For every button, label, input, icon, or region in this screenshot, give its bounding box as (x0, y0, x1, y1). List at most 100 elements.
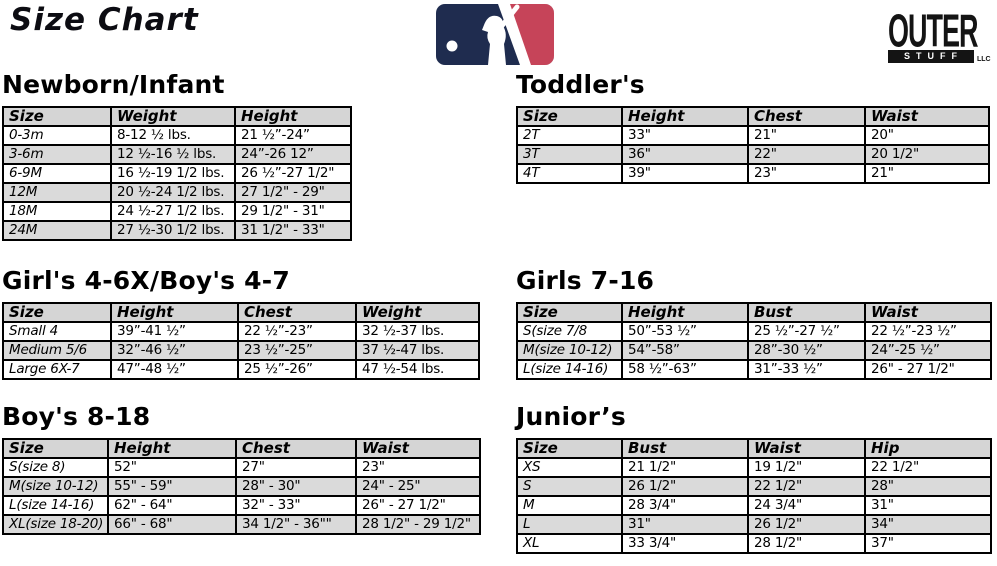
column-header: Weight (110, 106, 236, 127)
value-cell: 22 ½”-23” (237, 321, 357, 342)
value-cell: 24”-26 12” (234, 144, 352, 165)
size-cell: XS (516, 457, 623, 478)
column-header: Size (516, 106, 623, 127)
value-cell: 22 ½”-23 ½” (864, 321, 992, 342)
value-cell: 23" (355, 457, 481, 478)
value-cell: 24 3/4" (747, 495, 866, 516)
mlb-red-field (510, 4, 554, 65)
value-cell: 28 1/2" - 29 1/2" (355, 514, 481, 535)
value-cell: 36" (621, 144, 749, 165)
value-cell: 62" - 64" (107, 495, 237, 516)
size-cell: M(size 10-12) (516, 340, 623, 361)
column-header: Waist (355, 438, 481, 459)
column-header: Bust (621, 438, 749, 459)
header-row: Size Height Chest Weight (2, 302, 480, 323)
table-row: L(size 14-16) 58 ½”-63” 31”-33 ½” 26" - 27 … (516, 359, 992, 380)
column-header: Size (516, 438, 623, 459)
value-cell: 21" (747, 125, 866, 146)
section-title-boys-8-18: Boy's 8-18 (2, 402, 151, 431)
size-table-newborn-infant: Size Weight Height 0-3m 8-12 ½ lbs. 21 ½”-24”… (2, 106, 352, 241)
size-cell: 4T (516, 163, 623, 184)
value-cell: 54”-58” (621, 340, 749, 361)
value-cell: 21 ½”-24” (234, 125, 352, 146)
value-cell: 22" (747, 144, 866, 165)
value-cell: 25 ½”-26” (237, 359, 357, 380)
size-table-boys-8-18: Size Height Chest Waist S(size 8) 52" 27" 23" M(… (2, 438, 481, 535)
header-row: Size Weight Height (2, 106, 352, 127)
section-girls-7-16: Girls 7-16 Size Height Bust Waist S(size 7/8 5… (516, 266, 992, 380)
value-cell: 28" (864, 476, 992, 497)
size-cell: L (516, 514, 623, 535)
value-cell: 20" (864, 125, 990, 146)
value-cell: 55" - 59" (107, 476, 237, 497)
value-cell: 27 1/2" - 29" (234, 182, 352, 203)
size-cell: 6-9M (2, 163, 112, 184)
value-cell: 39" (621, 163, 749, 184)
value-cell: 26" - 27 1/2" (864, 359, 992, 380)
value-cell: 32" - 33" (235, 495, 357, 516)
size-cell: L(size 14-16) (516, 359, 623, 380)
value-cell: 33 3/4" (621, 533, 749, 554)
column-header: Waist (747, 438, 866, 459)
column-header: Hip (864, 438, 992, 459)
size-table-girls-4-6x-boys-4-7: Size Height Chest Weight Small 4 39”-41 ½” 22 … (2, 302, 480, 380)
section-juniors: Junior’s Size Bust Waist Hip XS 21 1/2" 19 1/2"… (516, 402, 992, 554)
column-header: Height (621, 106, 749, 127)
section-title-girls-4-6x-boys-4-7: Girl's 4-6X/Boy's 4-7 (2, 266, 290, 295)
value-cell: 16 ½-19 1/2 lbs. (110, 163, 236, 184)
table-row: XL(size 18-20) 66" - 68" 34 1/2" - 36"" 28 … (2, 514, 481, 535)
size-table-toddlers: Size Height Chest Waist 2T 33" 21" 20" 3T 36" 22" 2… (516, 106, 990, 184)
size-cell: 18M (2, 201, 112, 222)
value-cell: 50”-53 ½” (621, 321, 749, 342)
table-row: S 26 1/2" 22 1/2" 28" (516, 476, 992, 497)
table-row: L 31" 26 1/2" 34" (516, 514, 992, 535)
table-row: 0-3m 8-12 ½ lbs. 21 ½”-24” (2, 125, 352, 146)
column-header: Bust (747, 302, 866, 323)
value-cell: 31" (621, 514, 749, 535)
value-cell: 26 ½”-27 1/2" (234, 163, 352, 184)
table-row: XL 33 3/4" 28 1/2" 37" (516, 533, 992, 554)
size-cell: L(size 14-16) (2, 495, 109, 516)
value-cell: 21 1/2" (621, 457, 749, 478)
table-row: XS 21 1/2" 19 1/2" 22 1/2" (516, 457, 992, 478)
size-cell: 3T (516, 144, 623, 165)
value-cell: 31" (864, 495, 992, 516)
column-header: Size (2, 302, 112, 323)
column-header: Size (2, 106, 112, 127)
column-header: Waist (864, 302, 992, 323)
column-header: Chest (237, 302, 357, 323)
column-header: Size (516, 302, 623, 323)
value-cell: 24" - 25" (355, 476, 481, 497)
value-cell: 28 1/2" (747, 533, 866, 554)
value-cell: 23" (747, 163, 866, 184)
value-cell: 32 ½-37 lbs. (355, 321, 480, 342)
table-row: L(size 14-16) 62" - 64" 32" - 33" 26" - 27 … (2, 495, 481, 516)
table-row: 24M 27 ½-30 1/2 lbs. 31 1/2" - 33" (2, 220, 352, 241)
table-row: S(size 7/8 50”-53 ½” 25 ½”-27 ½” 22 ½”-23 ½… (516, 321, 992, 342)
value-cell: 33" (621, 125, 749, 146)
value-cell: 34" (864, 514, 992, 535)
table-row: 4T 39" 23" 21" (516, 163, 990, 184)
table-row: 2T 33" 21" 20" (516, 125, 990, 146)
value-cell: 39”-41 ½” (110, 321, 239, 342)
section-boys-8-18: Boy's 8-18 Size Height Chest Waist S(size 8) 5… (2, 402, 481, 535)
table-row: 3T 36" 22" 20 1/2" (516, 144, 990, 165)
column-header: Waist (864, 106, 990, 127)
table-row: M 28 3/4" 24 3/4" 31" (516, 495, 992, 516)
mlb-ball-icon (446, 40, 458, 52)
size-cell: S (516, 476, 623, 497)
value-cell: 47”-48 ½” (110, 359, 239, 380)
outerstuff-stuff-bar: STUFF (888, 50, 974, 63)
value-cell: 37 ½-47 lbs. (355, 340, 480, 361)
table-row: 12M 20 ½-24 1/2 lbs. 27 1/2" - 29" (2, 182, 352, 203)
size-cell: Medium 5/6 (2, 340, 112, 361)
size-cell: S(size 8) (2, 457, 109, 478)
column-header: Size (2, 438, 109, 459)
header-row: Size Bust Waist Hip (516, 438, 992, 459)
value-cell: 24”-25 ½” (864, 340, 992, 361)
section-girls-4-6x-boys-4-7: Girl's 4-6X/Boy's 4-7 Size Height Chest Weig… (2, 266, 480, 380)
header-row: Size Height Chest Waist (2, 438, 481, 459)
value-cell: 31”-33 ½” (747, 359, 866, 380)
table-row: 18M 24 ½-27 1/2 lbs. 29 1/2" - 31" (2, 201, 352, 222)
